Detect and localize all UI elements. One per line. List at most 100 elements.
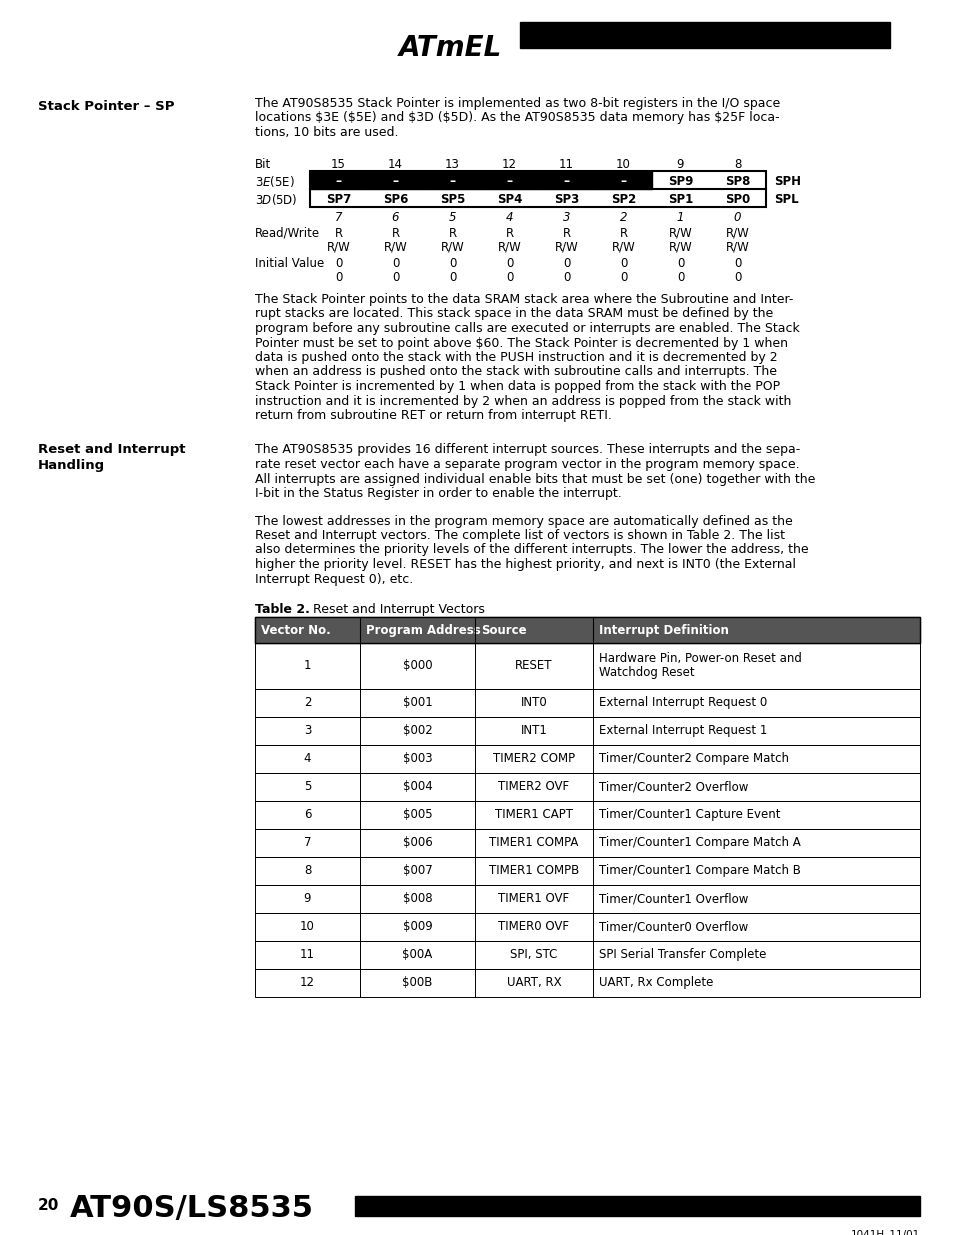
Text: 4: 4 bbox=[303, 752, 311, 764]
Text: Timer/Counter1 Compare Match A: Timer/Counter1 Compare Match A bbox=[598, 836, 800, 848]
Text: 14: 14 bbox=[388, 158, 402, 170]
Text: 0: 0 bbox=[335, 270, 342, 284]
Text: SP3: SP3 bbox=[554, 193, 578, 206]
Bar bbox=[595, 170, 651, 189]
Text: Timer/Counter2 Compare Match: Timer/Counter2 Compare Match bbox=[598, 752, 788, 764]
Text: The lowest addresses in the program memory space are automatically defined as th: The lowest addresses in the program memo… bbox=[254, 515, 792, 527]
Text: Timer/Counter2 Overflow: Timer/Counter2 Overflow bbox=[598, 781, 747, 793]
Text: tions, 10 bits are used.: tions, 10 bits are used. bbox=[254, 126, 398, 140]
Text: External Interrupt Request 0: External Interrupt Request 0 bbox=[598, 697, 766, 709]
Text: 15: 15 bbox=[331, 158, 346, 170]
Text: 0: 0 bbox=[392, 270, 398, 284]
Text: $000: $000 bbox=[402, 659, 432, 672]
Text: R: R bbox=[335, 227, 342, 240]
Text: $00B: $00B bbox=[402, 976, 433, 989]
Text: 0: 0 bbox=[733, 211, 740, 224]
Text: RESET: RESET bbox=[515, 659, 552, 672]
Text: 11: 11 bbox=[299, 948, 314, 961]
Text: Timer/Counter1 Compare Match B: Timer/Counter1 Compare Match B bbox=[598, 864, 800, 877]
Text: TIMER1 OVF: TIMER1 OVF bbox=[497, 892, 569, 905]
Text: Interrupt Definition: Interrupt Definition bbox=[598, 624, 728, 637]
Text: 0: 0 bbox=[505, 257, 513, 270]
Text: SPL: SPL bbox=[773, 193, 798, 206]
Bar bbox=[519, 22, 889, 48]
Text: when an address is pushed onto the stack with subroutine calls and interrupts. T: when an address is pushed onto the stack… bbox=[254, 366, 776, 378]
Text: 0: 0 bbox=[562, 257, 570, 270]
Text: also determines the priority levels of the different interrupts. The lower the a: also determines the priority levels of t… bbox=[254, 543, 808, 557]
Text: Timer/Counter0 Overflow: Timer/Counter0 Overflow bbox=[598, 920, 747, 932]
Text: External Interrupt Request 1: External Interrupt Request 1 bbox=[598, 724, 766, 737]
Text: TIMER2 COMP: TIMER2 COMP bbox=[493, 752, 575, 764]
Text: All interrupts are assigned individual enable bits that must be set (one) togeth: All interrupts are assigned individual e… bbox=[254, 473, 815, 485]
Bar bbox=[355, 1195, 919, 1216]
Text: R/W: R/W bbox=[725, 227, 749, 240]
Text: 13: 13 bbox=[445, 158, 459, 170]
Text: 0: 0 bbox=[619, 270, 626, 284]
Text: 3: 3 bbox=[303, 724, 311, 737]
Text: R/W: R/W bbox=[497, 241, 521, 254]
Text: The Stack Pointer points to the data SRAM stack area where the Subroutine and In: The Stack Pointer points to the data SRA… bbox=[254, 293, 793, 306]
Text: SP1: SP1 bbox=[667, 193, 693, 206]
Text: Stack Pointer is incremented by 1 when data is popped from the stack with the PO: Stack Pointer is incremented by 1 when d… bbox=[254, 380, 780, 393]
Text: $3D ($5D): $3D ($5D) bbox=[254, 191, 297, 207]
Text: Pointer must be set to point above $60. The Stack Pointer is decremented by 1 wh: Pointer must be set to point above $60. … bbox=[254, 336, 787, 350]
Text: R: R bbox=[618, 227, 627, 240]
Text: Reset and Interrupt: Reset and Interrupt bbox=[38, 443, 185, 457]
Bar bbox=[254, 941, 919, 969]
Text: Interrupt Request 0), etc.: Interrupt Request 0), etc. bbox=[254, 573, 413, 585]
Text: 0: 0 bbox=[448, 257, 456, 270]
Text: 0: 0 bbox=[619, 257, 626, 270]
Bar bbox=[254, 718, 919, 745]
Text: I-bit in the Status Register in order to enable the interrupt.: I-bit in the Status Register in order to… bbox=[254, 487, 621, 500]
Text: Program Address: Program Address bbox=[366, 624, 480, 637]
Bar bbox=[254, 689, 919, 718]
Text: 8: 8 bbox=[303, 864, 311, 877]
Text: Hardware Pin, Power-on Reset and: Hardware Pin, Power-on Reset and bbox=[598, 652, 801, 664]
Text: R: R bbox=[391, 227, 399, 240]
Bar bbox=[537, 170, 595, 189]
Bar bbox=[254, 745, 919, 773]
Bar bbox=[423, 170, 480, 189]
Text: INT0: INT0 bbox=[520, 697, 547, 709]
Text: SPI, STC: SPI, STC bbox=[510, 948, 558, 961]
Text: rupt stacks are located. This stack space in the data SRAM must be defined by th: rupt stacks are located. This stack spac… bbox=[254, 308, 773, 321]
Bar bbox=[367, 170, 423, 189]
Text: SP6: SP6 bbox=[382, 193, 408, 206]
Text: data is pushed onto the stack with the PUSH instruction and it is decremented by: data is pushed onto the stack with the P… bbox=[254, 351, 777, 364]
Text: Stack Pointer – SP: Stack Pointer – SP bbox=[38, 100, 174, 112]
Text: Bit: Bit bbox=[254, 158, 271, 170]
Text: 10: 10 bbox=[300, 920, 314, 932]
Text: SP8: SP8 bbox=[724, 175, 749, 188]
Bar bbox=[480, 170, 537, 189]
Text: 0: 0 bbox=[392, 257, 398, 270]
Text: program before any subroutine calls are executed or interrupts are enabled. The : program before any subroutine calls are … bbox=[254, 322, 799, 335]
Text: –: – bbox=[449, 175, 456, 188]
Text: 6: 6 bbox=[392, 211, 399, 224]
Text: Initial Value: Initial Value bbox=[254, 257, 324, 270]
Text: 0: 0 bbox=[676, 270, 683, 284]
Text: R/W: R/W bbox=[440, 241, 464, 254]
Text: $006: $006 bbox=[402, 836, 432, 848]
Text: $001: $001 bbox=[402, 697, 432, 709]
Bar bbox=[254, 802, 919, 829]
Text: 5: 5 bbox=[448, 211, 456, 224]
Text: 8: 8 bbox=[733, 158, 740, 170]
Text: $00A: $00A bbox=[402, 948, 432, 961]
Text: $008: $008 bbox=[402, 892, 432, 905]
Text: Watchdog Reset: Watchdog Reset bbox=[598, 666, 694, 679]
Bar bbox=[254, 857, 919, 885]
Text: 10: 10 bbox=[616, 158, 630, 170]
Bar bbox=[254, 618, 919, 643]
Text: TIMER1 CAPT: TIMER1 CAPT bbox=[495, 808, 573, 821]
Text: $005: $005 bbox=[402, 808, 432, 821]
Text: 1041H–11/01: 1041H–11/01 bbox=[850, 1230, 919, 1235]
Text: Read/Write: Read/Write bbox=[254, 227, 320, 240]
Text: R/W: R/W bbox=[725, 241, 749, 254]
Text: higher the priority level. RESET has the highest priority, and next is INT0 (the: higher the priority level. RESET has the… bbox=[254, 558, 795, 571]
Text: $009: $009 bbox=[402, 920, 432, 932]
Text: TIMER1 COMPA: TIMER1 COMPA bbox=[489, 836, 578, 848]
Text: ATmEL: ATmEL bbox=[398, 35, 501, 62]
Bar bbox=[254, 913, 919, 941]
Text: Handling: Handling bbox=[38, 458, 105, 472]
Text: $3E ($5E): $3E ($5E) bbox=[254, 174, 294, 189]
